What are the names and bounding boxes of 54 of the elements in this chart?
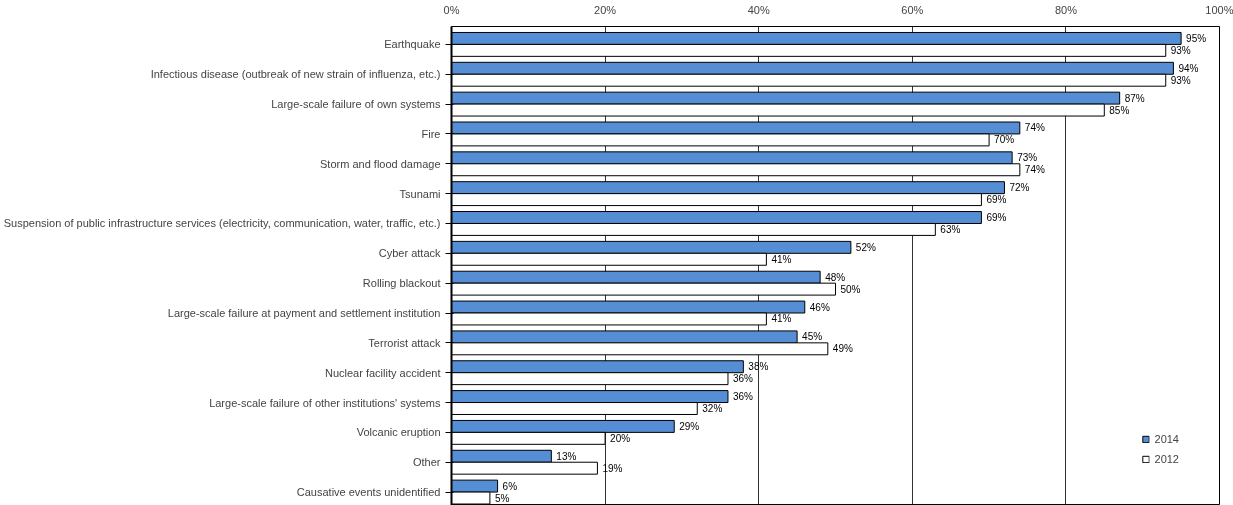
x-tick-label: 60% <box>901 3 924 16</box>
data-label: 74% <box>1024 164 1045 176</box>
data-label: 73% <box>1017 152 1038 164</box>
legend-label: 2014 <box>1154 433 1179 445</box>
data-label: 32% <box>702 403 723 415</box>
y-tick-label: Fire <box>421 127 441 140</box>
data-label: 5% <box>494 492 510 504</box>
data-label: 45% <box>802 331 823 343</box>
data-label: 52% <box>855 241 876 253</box>
y-tick-label: Terrorist attack <box>368 336 441 349</box>
data-label: 74% <box>1024 122 1045 134</box>
y-tick-label: Earthquake <box>384 38 441 51</box>
data-label: 41% <box>771 253 792 265</box>
data-label: 69% <box>986 212 1007 223</box>
data-label: 29% <box>679 420 700 432</box>
data-label: 87% <box>1124 92 1145 104</box>
data-label: 63% <box>940 223 961 235</box>
y-tick-label: Rolling blackout <box>362 277 441 290</box>
data-label: 95% <box>1186 32 1207 44</box>
data-label: 94% <box>1178 62 1199 74</box>
data-label: 49% <box>832 343 853 355</box>
data-label: 36% <box>732 391 754 403</box>
y-tick-label: Causative events unidentified <box>296 486 441 499</box>
y-tick-label: Suspension of public infrastructure services (electricity, communication, water, traffic, etc.) <box>3 217 441 230</box>
y-tick-label: Volcanic eruption <box>356 426 441 439</box>
y-tick-label: Large-scale failure of own systems <box>271 98 441 111</box>
data-label: 41% <box>771 313 792 325</box>
x-tick-label: 40% <box>747 3 770 16</box>
data-label: 46% <box>809 301 830 313</box>
data-label: 70% <box>994 134 1015 146</box>
data-label: 48% <box>825 271 846 283</box>
data-label: 13% <box>556 450 577 462</box>
data-label: 72% <box>1009 182 1030 194</box>
x-tick-label: 100% <box>1205 3 1233 16</box>
y-tick-label: Large-scale failure of other institutions' systems <box>209 396 441 409</box>
data-label: 20% <box>610 432 631 444</box>
data-label: 93% <box>1170 74 1191 86</box>
y-tick-label: Tsunami <box>399 187 441 200</box>
y-tick-label: Nuclear facility accident <box>324 366 441 379</box>
legend-label: 2012 <box>1154 453 1179 465</box>
y-tick-label: Cyber attack <box>378 247 441 260</box>
y-tick-label: Other <box>412 456 441 469</box>
y-tick-label: Infectious disease (outbreak of new strain of influenza, etc.) <box>150 68 441 81</box>
data-label: 85% <box>1109 104 1130 116</box>
x-tick-label: 80% <box>1054 3 1078 16</box>
y-tick-label: Storm and flood damage <box>320 157 441 170</box>
x-tick-label: 20% <box>594 3 617 16</box>
x-tick-label: 0% <box>443 3 460 16</box>
data-label: 36% <box>732 373 754 385</box>
y-tick-label: Large-scale failure at payment and settlement institution <box>167 307 441 319</box>
data-label: 69% <box>986 194 1007 206</box>
data-label: 93% <box>1170 44 1191 56</box>
data-label: 6% <box>502 480 518 492</box>
data-label: 50% <box>840 283 861 295</box>
